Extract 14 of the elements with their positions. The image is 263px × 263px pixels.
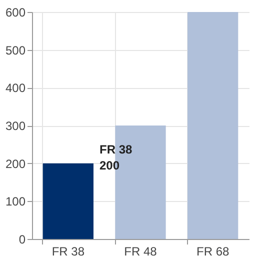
y-tick-label: 500 — [5, 43, 26, 58]
y-tick-label: 0 — [18, 232, 26, 246]
annotation: FR 38 — [99, 142, 132, 156]
bar — [188, 12, 238, 239]
x-tick-label: FR 48 — [124, 244, 158, 258]
y-tick-label: 400 — [5, 81, 26, 96]
annotation: 200 — [99, 158, 120, 172]
y-tick-label: 100 — [5, 194, 26, 209]
x-tick-label: FR 68 — [196, 244, 230, 258]
y-tick-label: 600 — [5, 6, 26, 20]
bar — [42, 163, 94, 239]
y-tick-label: 300 — [5, 119, 26, 133]
y-tick-label: 200 — [5, 156, 26, 171]
x-tick-label: FR 38 — [52, 244, 85, 258]
